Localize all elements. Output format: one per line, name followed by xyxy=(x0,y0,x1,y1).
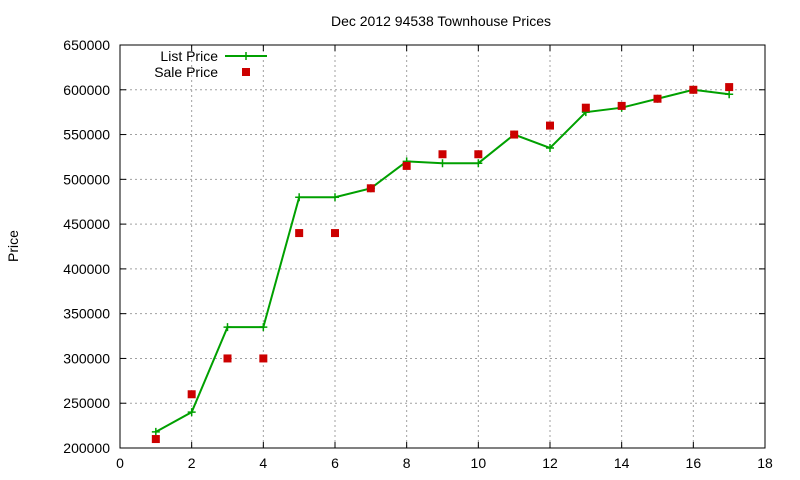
list-price-point xyxy=(223,323,232,332)
chart-title: Dec 2012 94538 Townhouse Prices xyxy=(331,13,551,29)
plot-area xyxy=(151,83,734,444)
list-price-point xyxy=(151,427,160,436)
legend-label: Sale Price xyxy=(154,64,218,80)
legend-swatch-marker xyxy=(242,52,250,60)
y-tick-label: 350000 xyxy=(63,306,110,322)
y-tick-label: 650000 xyxy=(63,37,110,53)
list-price-point xyxy=(187,408,196,417)
y-tick-label: 400000 xyxy=(63,261,110,277)
sale-price-point xyxy=(223,354,232,363)
x-tick-label: 6 xyxy=(331,455,339,471)
legend-swatch-marker xyxy=(242,68,250,76)
x-tick-label: 16 xyxy=(686,455,702,471)
x-tick-label: 14 xyxy=(614,455,630,471)
sale-price-point xyxy=(653,94,662,103)
x-tick-label: 4 xyxy=(259,455,267,471)
x-tick-label: 18 xyxy=(757,455,773,471)
list-price-point xyxy=(259,323,268,332)
y-tick-label: 550000 xyxy=(63,127,110,143)
x-tick-label: 0 xyxy=(116,455,124,471)
x-tick-label: 10 xyxy=(471,455,487,471)
sale-price-point xyxy=(402,161,411,170)
grid xyxy=(120,45,765,448)
x-tick-label: 12 xyxy=(542,455,558,471)
list-price-point xyxy=(474,159,483,168)
y-tick-label: 500000 xyxy=(63,171,110,187)
sale-price-point xyxy=(331,229,339,238)
x-tick-label: 2 xyxy=(188,455,196,471)
y-tick-label: 300000 xyxy=(63,350,110,366)
list-price-point xyxy=(725,90,734,99)
sale-price-point xyxy=(295,229,304,238)
tick-labels: 0 2 4 6 8 10 12 14 16 18 200000 250000 300000 350000 4… xyxy=(63,37,773,471)
sale-price-point xyxy=(546,121,554,130)
list-price-point xyxy=(295,193,304,202)
y-tick-label: 250000 xyxy=(63,395,110,411)
legend-label: List Price xyxy=(160,48,218,64)
axes xyxy=(119,44,766,449)
y-tick-label: 450000 xyxy=(63,216,110,232)
x-tick-label: 8 xyxy=(403,455,411,471)
sale-price-point xyxy=(151,435,160,444)
sale-price-point xyxy=(259,354,268,363)
sale-price-point xyxy=(366,184,375,193)
plot-frame xyxy=(119,44,766,449)
sale-price-point xyxy=(725,83,734,92)
sale-price-point xyxy=(187,390,196,399)
sale-price-point xyxy=(689,85,698,94)
y-axis-label: Price xyxy=(5,230,21,262)
sale-price-point xyxy=(510,130,519,139)
list-price-point xyxy=(331,193,339,202)
sale-price-point xyxy=(474,150,483,159)
list-price-point xyxy=(438,159,447,168)
series-line-list-price xyxy=(155,88,730,433)
sale-price-point xyxy=(617,101,626,110)
y-tick-label: 600000 xyxy=(63,82,110,98)
y-tick-label: 200000 xyxy=(63,440,110,456)
sale-price-point xyxy=(438,150,447,159)
list-price-point xyxy=(546,143,554,152)
sale-price-point xyxy=(581,103,590,112)
